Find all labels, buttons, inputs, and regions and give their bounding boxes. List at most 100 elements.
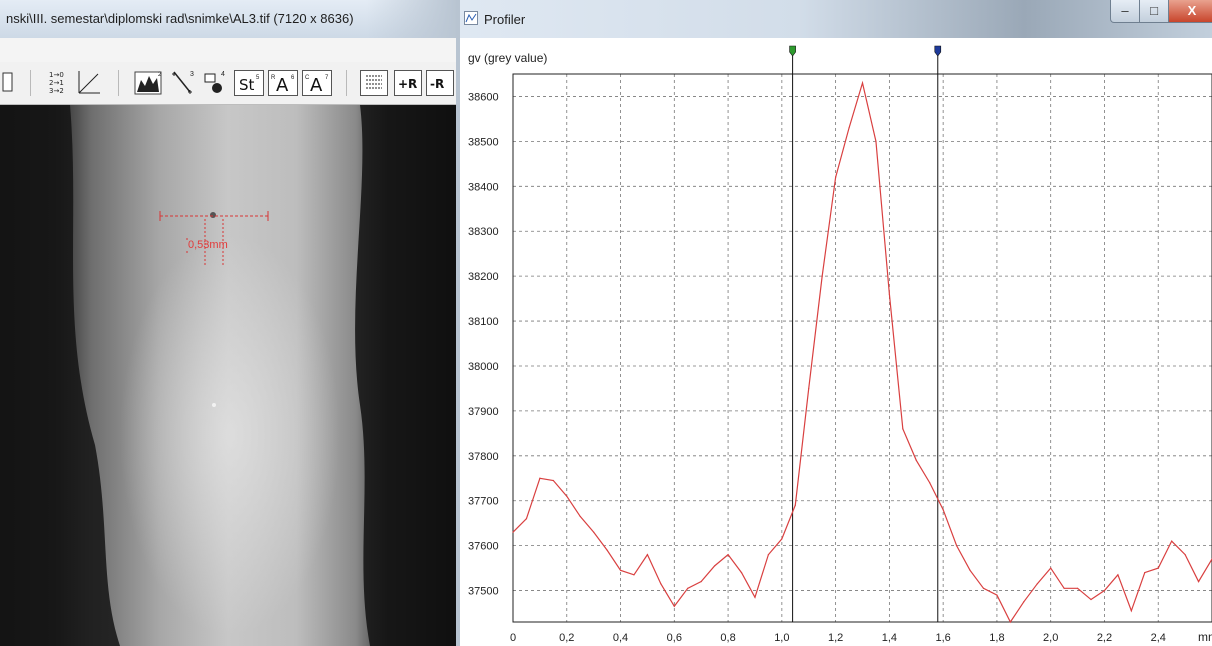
- y-tick-label: 37500: [468, 586, 499, 598]
- window-splitter[interactable]: [456, 0, 460, 646]
- profile-point: [1197, 580, 1200, 583]
- profile-point: [781, 538, 783, 540]
- profile-point: [1103, 589, 1106, 592]
- open-icon[interactable]: [2, 68, 14, 96]
- profile-point: [1184, 554, 1186, 556]
- statistics-icon[interactable]: St 5: [234, 70, 264, 96]
- viewer-title-bar[interactable]: nski\III. semestar\diplomski rad\snimke\…: [0, 0, 456, 39]
- remove-roi-icon[interactable]: -R: [426, 70, 454, 96]
- maximize-button[interactable]: □: [1139, 0, 1169, 23]
- svg-text:2→1: 2→1: [49, 79, 64, 87]
- y-tick-label: 37900: [468, 406, 499, 418]
- list-icon[interactable]: [360, 70, 388, 96]
- profile-point: [982, 587, 985, 589]
- profile-point: [673, 605, 675, 607]
- svg-text:3→2: 3→2: [49, 87, 64, 95]
- profile-point: [1063, 587, 1065, 589]
- x-tick-label: 0,2: [559, 632, 574, 644]
- profile-point: [754, 596, 756, 598]
- histogram-icon[interactable]: 2: [134, 68, 164, 96]
- profile-point: [808, 387, 810, 390]
- title-fade: [366, 0, 456, 38]
- profile-point: [727, 554, 729, 556]
- y-tick-label: 38100: [468, 316, 499, 328]
- y-tick-label: 38000: [468, 361, 499, 373]
- profiler-app-icon: [464, 11, 478, 25]
- profile-point: [1050, 567, 1052, 569]
- profile-point: [606, 549, 608, 551]
- y-tick-label: 37600: [468, 541, 499, 553]
- profile-point: [915, 459, 917, 461]
- cursor-marker-2-icon[interactable]: [934, 45, 942, 57]
- x-tick-label: 2,4: [1151, 632, 1166, 644]
- cursor-marker-1-icon[interactable]: [789, 45, 796, 57]
- profile-point: [1144, 571, 1146, 574]
- profile-point: [740, 571, 743, 574]
- profile-point: [848, 127, 850, 129]
- profile-point: [552, 479, 554, 482]
- viewer-menu-bar: [0, 38, 456, 63]
- y-tick-label: 38400: [468, 181, 499, 193]
- profile-point: [929, 482, 931, 484]
- sort-icon[interactable]: 1→0 2→1 3→2: [46, 68, 72, 96]
- measurement-overlay[interactable]: [0, 105, 456, 646]
- zoom-icon[interactable]: 4: [202, 68, 230, 96]
- add-roi-icon[interactable]: +R: [394, 70, 422, 96]
- profile-point: [1090, 598, 1092, 601]
- svg-text:7: 7: [325, 75, 329, 81]
- measurement-label: 0,53mm: [188, 239, 228, 251]
- profile-point: [969, 569, 971, 571]
- radiograph-image[interactable]: 0,53mm: [0, 105, 456, 646]
- profile-point: [619, 569, 622, 571]
- profile-point: [633, 574, 635, 576]
- y-tick-label: 37700: [468, 496, 499, 508]
- svg-text:-R: -R: [430, 77, 444, 91]
- x-tick-label: 2,0: [1043, 632, 1058, 644]
- profile-point: [996, 594, 998, 596]
- profile-point: [875, 140, 877, 142]
- svg-text:A: A: [276, 75, 289, 95]
- profile-point: [525, 518, 528, 520]
- profile-point: [955, 545, 958, 547]
- y-axis-label: gv (grey value): [468, 51, 547, 65]
- svg-text:2: 2: [158, 72, 162, 78]
- toolbar-separator: [30, 70, 31, 96]
- viewer-title: nski\III. semestar\diplomski rad\snimke\…: [6, 11, 354, 26]
- x-tick-label: 1,0: [774, 632, 789, 644]
- profile-point: [1036, 583, 1038, 585]
- profile-point: [660, 583, 662, 585]
- profile-point: [714, 565, 716, 567]
- profile-point: [1130, 610, 1132, 612]
- profile-chart[interactable]: gv (grey value) 37500 37600 37700 37800 3790…: [460, 38, 1212, 646]
- line-tool-icon[interactable]: [76, 68, 102, 96]
- profile-point: [700, 580, 702, 583]
- profile-series: [512, 80, 1212, 624]
- svg-text:+R: +R: [398, 77, 417, 91]
- svg-text:C: C: [305, 75, 310, 81]
- y-tick-label: 38600: [468, 91, 499, 103]
- chart-grid: [513, 74, 1212, 622]
- x-tick-label: 1,6: [936, 632, 951, 644]
- toolbar-separator: [118, 70, 119, 96]
- x-tick-label: 0,6: [667, 632, 682, 644]
- profile-chart-area: gv (grey value) 37500 37600 37700 37800 3790…: [460, 38, 1212, 646]
- x-tick-labels: 0 0,2 0,4 0,6 0,8 1,0 1,2 1,4 1,6 1,8 2,0 2,2 2,4: [510, 632, 1166, 644]
- svg-text:5: 5: [256, 75, 260, 81]
- profile-point: [687, 587, 689, 589]
- profiler-title-bar[interactable]: Profiler – □ X: [460, 0, 1212, 38]
- profiler-window: Profiler – □ X gv (grey value) 37500 3760…: [460, 0, 1212, 646]
- cursor-lines[interactable]: [789, 45, 942, 622]
- profile-point: [512, 531, 514, 533]
- svg-text:4: 4: [221, 71, 225, 78]
- minimize-icon: –: [1121, 3, 1129, 18]
- minimize-button[interactable]: –: [1110, 0, 1140, 23]
- profile-point: [821, 275, 823, 277]
- profile-point: [646, 554, 649, 556]
- profile-point: [888, 293, 890, 295]
- close-button[interactable]: X: [1168, 0, 1212, 23]
- profile-tool-icon[interactable]: 3: [168, 68, 198, 96]
- profile-point: [1009, 621, 1011, 623]
